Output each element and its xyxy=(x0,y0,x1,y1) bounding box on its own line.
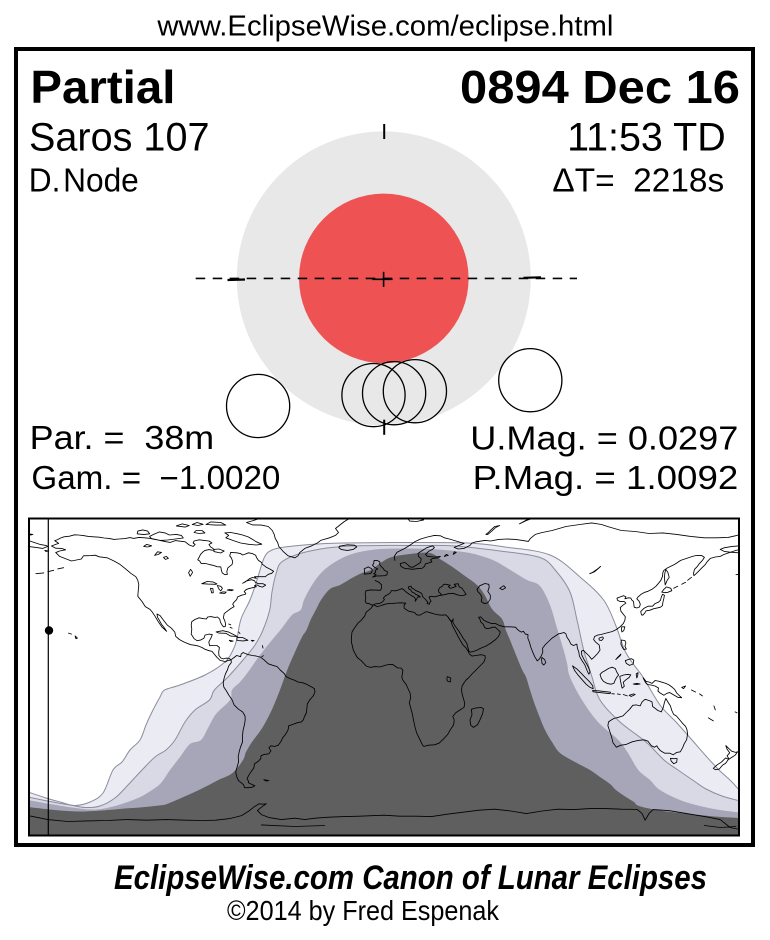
svg-text:Par. = 38m: Par. = 38m xyxy=(30,419,215,456)
svg-text:0894 Dec 16: 0894 Dec 16 xyxy=(460,61,740,113)
svg-text:U.Mag. = 0.0297: U.Mag. = 0.0297 xyxy=(470,420,738,457)
svg-text:Saros 107: Saros 107 xyxy=(29,115,210,159)
svg-text:www.EclipseWise.com/eclipse.ht: www.EclipseWise.com/eclipse.html xyxy=(156,11,613,43)
svg-text:ΔT= 2218s: ΔT= 2218s xyxy=(552,161,724,198)
svg-text:©2014 by Fred Espenak: ©2014 by Fred Espenak xyxy=(227,895,499,926)
svg-text:D. Node: D. Node xyxy=(29,161,139,198)
svg-text:11:53 TD: 11:53 TD xyxy=(567,115,726,159)
svg-text:Partial: Partial xyxy=(30,61,175,113)
svg-text:P.Mag. = 1.0092: P.Mag. = 1.0092 xyxy=(473,459,739,496)
svg-text:EclipseWise.com Canon of Lunar: EclipseWise.com Canon of Lunar Eclipses xyxy=(114,859,707,897)
svg-text:Gam. = −1.0020: Gam. = −1.0020 xyxy=(31,459,280,496)
